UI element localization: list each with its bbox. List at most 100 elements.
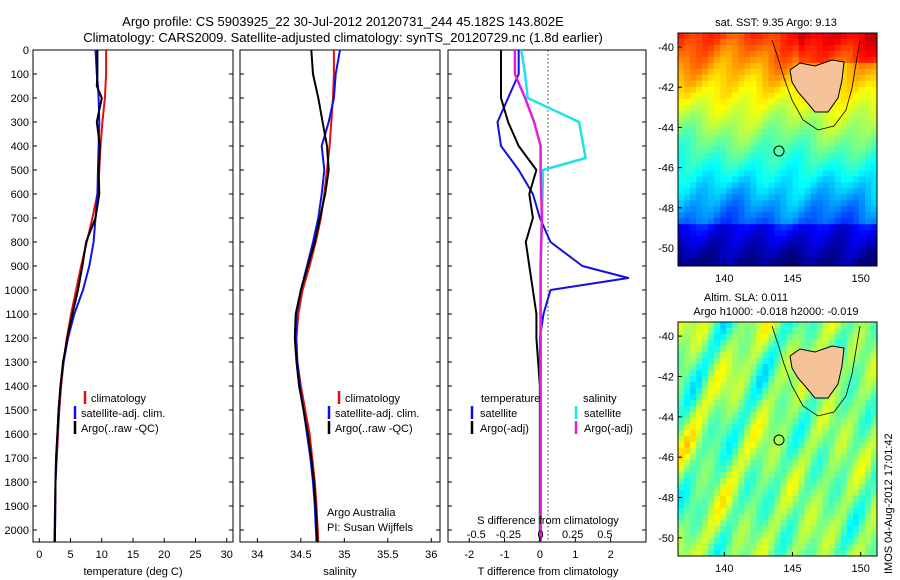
map-cell — [870, 110, 878, 118]
map-cell — [696, 370, 703, 377]
map-cell — [828, 104, 836, 112]
map-cell — [816, 418, 824, 425]
map-cell — [714, 400, 721, 407]
map-cell — [714, 56, 721, 64]
map-cell — [792, 218, 800, 225]
map-cell — [726, 74, 733, 82]
map-cell — [708, 394, 715, 401]
map-cell — [846, 340, 854, 347]
map-cell — [720, 508, 727, 515]
map-cell — [816, 170, 824, 177]
map-cell — [726, 484, 733, 491]
map-cell — [726, 248, 733, 255]
map-cell — [720, 236, 727, 243]
map-cell — [696, 358, 703, 365]
map-cell — [810, 460, 818, 467]
map-cell — [780, 430, 787, 437]
map-cell — [804, 436, 812, 443]
map-cell — [816, 110, 824, 118]
map-cell — [846, 158, 854, 165]
map-cell — [696, 328, 703, 335]
map-cell — [762, 472, 769, 479]
map-cell — [732, 340, 739, 347]
map-cell — [786, 520, 793, 527]
map-cell — [690, 340, 697, 347]
map-cell — [804, 532, 812, 539]
map-cell — [726, 176, 733, 183]
sla-map-frame — [677, 321, 878, 557]
map-cell — [696, 260, 703, 267]
map-cell — [804, 194, 812, 201]
map-cell — [822, 538, 830, 545]
map-cell — [750, 134, 757, 141]
map-cell — [780, 134, 787, 141]
map-cell — [864, 496, 872, 503]
map-cell — [774, 328, 781, 335]
map-cell — [690, 328, 697, 335]
map-cell — [744, 406, 751, 413]
map-cell — [804, 248, 812, 255]
map-cell — [864, 544, 872, 551]
map-cell — [702, 496, 709, 503]
map-cell — [780, 104, 787, 112]
map-cell — [864, 152, 872, 159]
map-cell — [786, 164, 793, 171]
map-cell — [762, 50, 769, 58]
t-difference-x-tick-label: 2 — [608, 549, 614, 561]
map-cell — [828, 550, 836, 557]
map-cell — [720, 248, 727, 255]
map-cell — [726, 44, 733, 52]
map-cell — [708, 110, 715, 118]
map-cell — [810, 550, 818, 557]
map-cell — [738, 146, 745, 153]
map-cell — [858, 370, 866, 377]
map-cell — [708, 260, 715, 267]
map-cell — [720, 134, 727, 141]
map-x-tick-label: 150 — [851, 273, 869, 285]
map-cell — [762, 62, 769, 70]
map-cell — [678, 110, 685, 118]
map-cell — [756, 218, 763, 225]
map-cell — [708, 200, 715, 207]
map-cell — [756, 364, 763, 371]
map-cell — [708, 400, 715, 407]
map-cell — [852, 164, 860, 171]
map-cell — [738, 412, 745, 419]
map-cell — [732, 98, 739, 106]
map-cell — [732, 164, 739, 171]
map-cell — [744, 460, 751, 467]
map-cell — [828, 164, 836, 171]
map-cell — [684, 158, 691, 165]
map-cell — [690, 406, 697, 413]
map-cell — [864, 532, 872, 539]
map-cell — [852, 388, 860, 395]
map-cell — [732, 110, 739, 118]
map-cell — [726, 376, 733, 383]
map-cell — [864, 62, 872, 70]
map-cell — [804, 110, 812, 118]
map-cell — [822, 110, 830, 118]
map-cell — [870, 182, 878, 189]
map-cell — [702, 490, 709, 497]
map-cell — [870, 508, 878, 515]
map-cell — [714, 358, 721, 365]
map-cell — [750, 472, 757, 479]
map-cell — [714, 328, 721, 335]
map-cell — [780, 152, 787, 159]
map-cell — [786, 370, 793, 377]
map-cell — [690, 110, 697, 118]
map-cell — [846, 80, 854, 88]
map-cell — [702, 544, 709, 551]
depth-tick-label: 700 — [11, 213, 29, 225]
map-cell — [732, 188, 739, 195]
map-cell — [804, 38, 812, 46]
temperature-series — [53, 49, 108, 543]
map-cell — [840, 328, 848, 335]
map-cell — [714, 460, 721, 467]
map-cell — [828, 484, 836, 491]
map-cell — [852, 508, 860, 515]
map-cell — [744, 466, 751, 473]
map-cell — [738, 388, 745, 395]
map-cell — [684, 212, 691, 219]
map-cell — [822, 230, 830, 237]
